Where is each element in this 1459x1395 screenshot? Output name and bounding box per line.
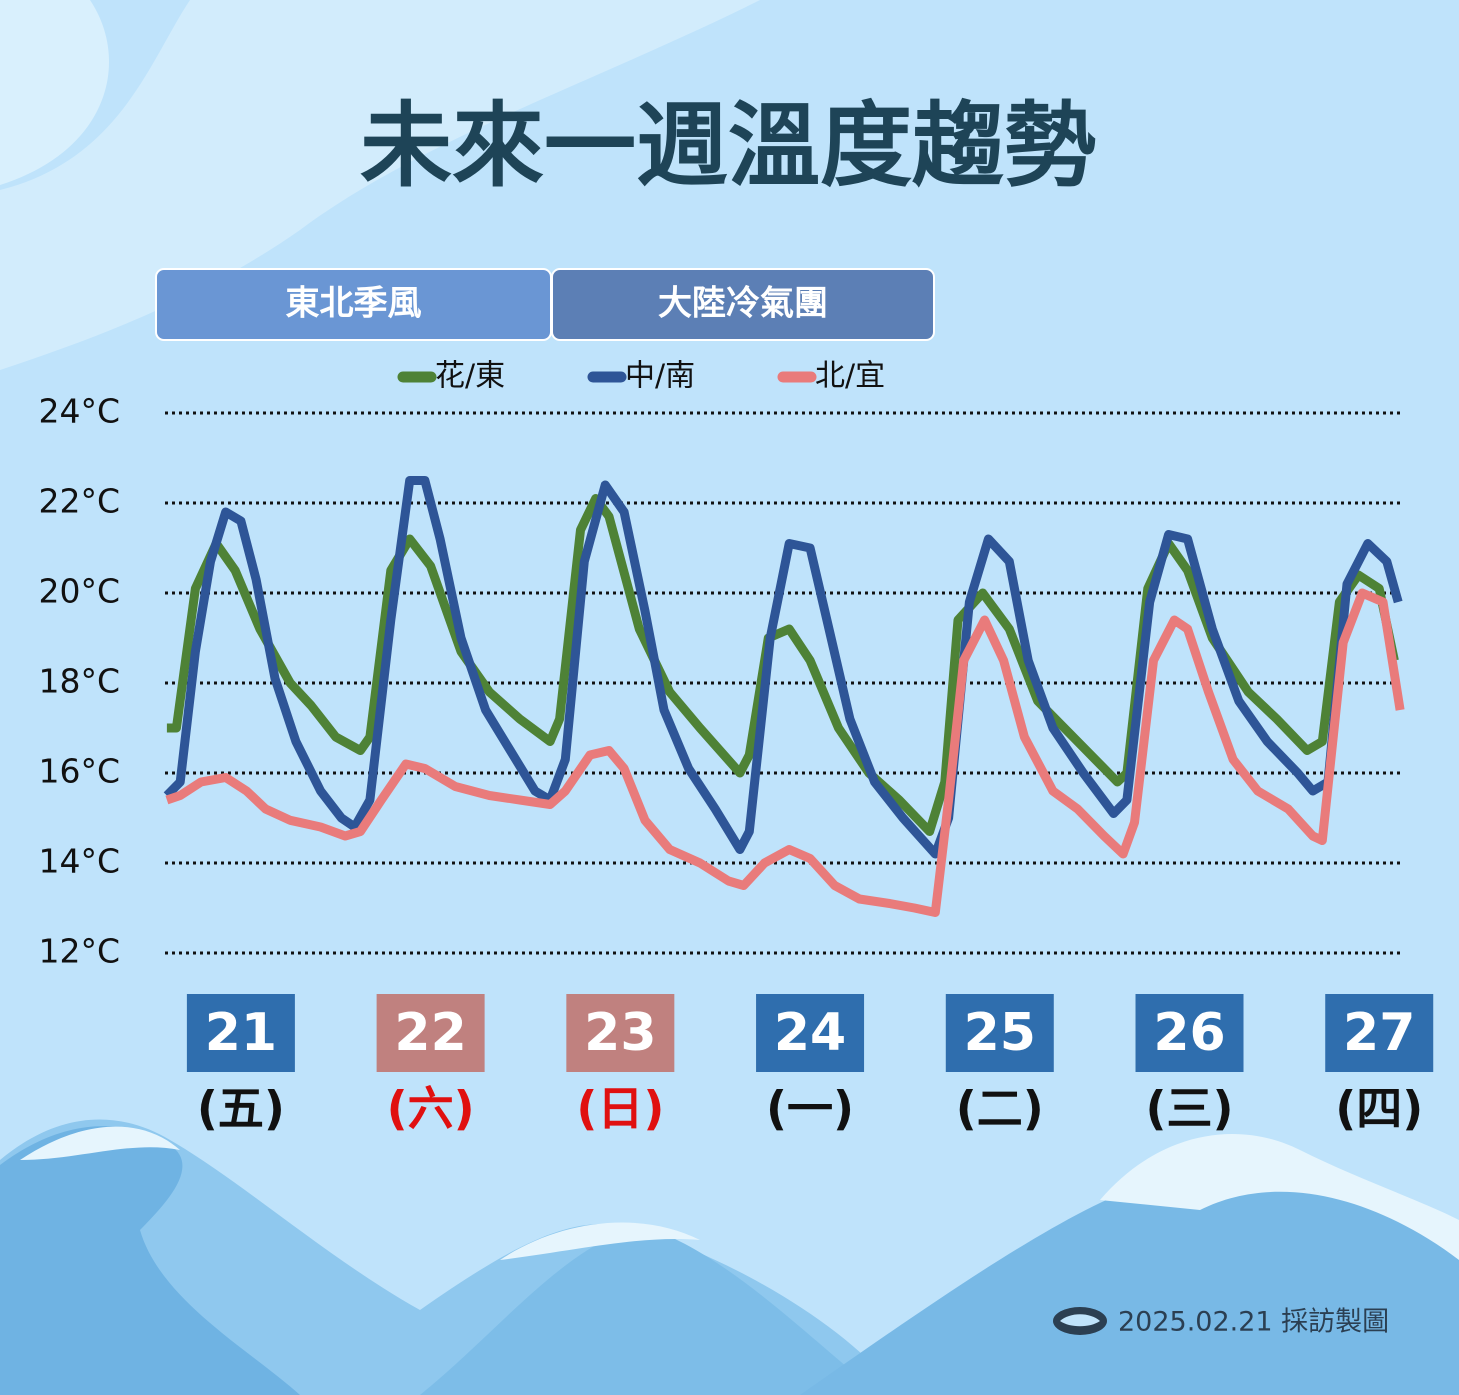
- series-line: [166, 494, 1399, 836]
- period-label: 大陸冷氣團: [658, 284, 828, 324]
- weekday-label: (五): [197, 1082, 285, 1136]
- x-tick-label: 23: [584, 1003, 656, 1063]
- mountain: [0, 1126, 300, 1395]
- y-tick-label: 18°C: [38, 662, 120, 701]
- x-tick-label: 24: [774, 1003, 846, 1063]
- weekday-label: (六): [387, 1082, 475, 1136]
- x-tick-label: 25: [964, 1003, 1036, 1063]
- snow: [20, 1126, 180, 1160]
- y-tick-label: 24°C: [38, 392, 120, 431]
- day-box: [566, 994, 675, 1072]
- x-tick-label: 27: [1343, 1003, 1415, 1063]
- y-tick-label: 20°C: [38, 572, 120, 611]
- series-line: [163, 476, 1403, 859]
- series-line: [165, 588, 1405, 917]
- footer: 2025.02.21 採訪製圖: [1118, 1307, 1389, 1338]
- snow: [500, 1222, 700, 1260]
- x-tick-label: 22: [394, 1003, 466, 1063]
- weekday-label: (一): [766, 1082, 854, 1136]
- y-tick-label: 22°C: [38, 482, 120, 521]
- y-tick-label: 14°C: [38, 842, 120, 881]
- y-tick-label: 12°C: [38, 932, 120, 971]
- chart-title: 未來一週溫度趨勢: [360, 92, 1096, 199]
- logo: [1053, 1307, 1107, 1335]
- mountain: [420, 1225, 880, 1395]
- y-tick-label: 16°C: [38, 752, 120, 791]
- weekday-label: (三): [1145, 1082, 1233, 1136]
- weekday-label: (日): [576, 1082, 664, 1136]
- day-box: [1135, 994, 1244, 1072]
- day-box: [376, 994, 485, 1072]
- day-box: [756, 994, 865, 1072]
- legend-label: 中/南: [625, 359, 695, 394]
- day-box: [186, 994, 295, 1072]
- x-tick-label: 21: [205, 1003, 277, 1063]
- mountain: [800, 1171, 1459, 1395]
- weekday-label: (二): [956, 1082, 1044, 1136]
- day-box: [1325, 994, 1434, 1072]
- x-tick-label: 26: [1153, 1003, 1225, 1063]
- weekday-label: (四): [1335, 1082, 1423, 1136]
- period-label: 東北季風: [286, 284, 422, 324]
- period-box: [551, 268, 935, 341]
- legend-label: 花/東: [435, 359, 505, 394]
- bg-shape: [0, 0, 110, 185]
- legend-label: 北/宜: [815, 359, 885, 394]
- day-box: [945, 994, 1054, 1072]
- snow: [1100, 1134, 1459, 1260]
